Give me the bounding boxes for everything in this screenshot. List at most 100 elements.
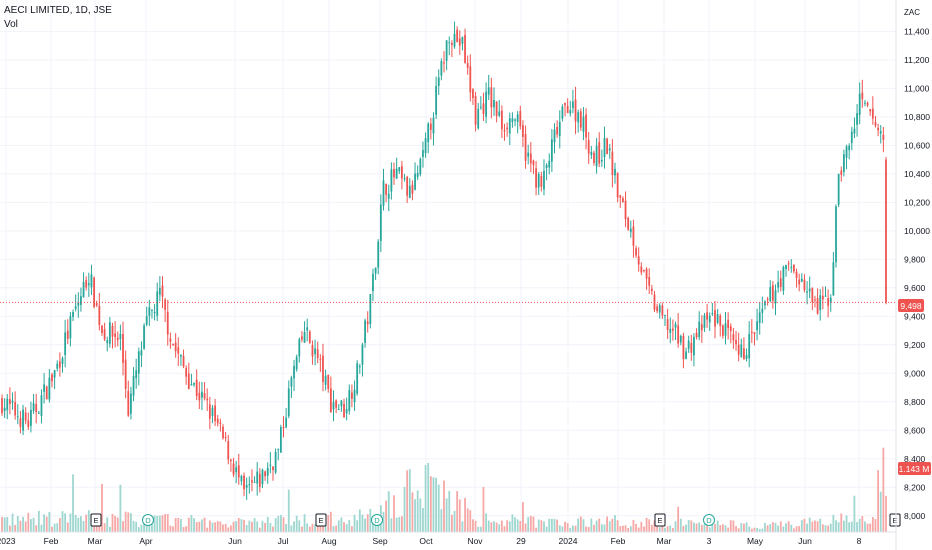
volume-bar <box>327 515 330 532</box>
volume-bar <box>219 521 222 532</box>
candle-body <box>251 480 253 483</box>
candle-body <box>748 333 751 359</box>
volume-bar <box>130 513 132 532</box>
candle-body <box>353 389 356 403</box>
earnings-marker-box <box>90 513 102 527</box>
y-tick-label: 11,200 <box>904 55 930 65</box>
y-tick-label: 9,400 <box>904 311 926 321</box>
volume-bar <box>343 522 345 532</box>
candle-body <box>253 481 256 483</box>
candle-body <box>753 332 756 335</box>
candle-body <box>403 178 406 180</box>
volume-bar <box>348 520 351 532</box>
candle-body <box>850 131 853 144</box>
candle-body <box>11 400 14 403</box>
volume-bar <box>61 511 64 532</box>
volume-bar <box>274 518 277 532</box>
candle-body <box>166 311 169 335</box>
candle-body <box>308 331 311 343</box>
candle-body <box>151 309 153 311</box>
x-tick-label: 8 <box>857 536 862 546</box>
candle-body <box>256 471 259 484</box>
candle-body <box>406 176 409 196</box>
time-axis[interactable]: 2023 Feb Mar Apr Jun Jul Aug Sep Oct Nov 29 2024 Feb… <box>0 536 862 546</box>
candle-body <box>64 332 67 356</box>
volume-bar <box>606 516 609 532</box>
volume-bar <box>800 520 803 532</box>
volume-bar <box>500 520 503 532</box>
candle-body <box>32 403 35 411</box>
candle-body <box>369 294 372 324</box>
earnings-marker-box <box>889 513 901 527</box>
candle-body <box>708 315 711 323</box>
earnings-marker[interactable]: E <box>315 513 327 527</box>
volume-bar <box>861 516 864 532</box>
candle-body <box>766 298 769 300</box>
volume-bar <box>6 517 9 532</box>
candle-body <box>540 175 543 187</box>
volume-bar <box>82 521 85 532</box>
volume-bar <box>393 495 395 532</box>
volume-bar <box>848 522 851 532</box>
volume-bar <box>527 517 530 532</box>
candle-body <box>443 62 445 64</box>
candle-body <box>90 274 93 288</box>
volume-bar <box>77 517 80 532</box>
candle-body <box>424 138 427 154</box>
dividend-marker[interactable]: D <box>703 514 715 526</box>
volume-bar <box>582 519 585 532</box>
volume-bar <box>648 519 651 532</box>
earnings-marker[interactable]: E <box>654 513 666 527</box>
candle-body <box>743 348 745 360</box>
volume-bar <box>590 518 593 532</box>
candle-body <box>229 459 232 461</box>
volume-bar <box>137 527 140 532</box>
earnings-marker[interactable]: E <box>90 513 102 527</box>
volume-bar <box>777 525 780 532</box>
candle-body <box>716 314 719 323</box>
candle-body <box>593 152 595 164</box>
y-tick-label: 8,800 <box>904 397 926 407</box>
candle-body <box>524 134 527 161</box>
volume-bar <box>732 520 735 532</box>
candle-body <box>545 164 548 169</box>
dividend-marker[interactable]: D <box>371 514 383 526</box>
volume-bar <box>682 525 685 532</box>
candle-body <box>80 296 82 305</box>
volume-bar <box>243 519 245 532</box>
candle-body <box>319 358 322 360</box>
candle-body <box>422 150 424 157</box>
dividend-marker[interactable]: D <box>142 514 154 526</box>
volume-bar <box>727 527 730 532</box>
volume-bar <box>561 526 564 532</box>
candle-body <box>529 153 532 164</box>
earnings-marker[interactable]: E <box>889 513 901 527</box>
volume-bar <box>653 520 656 532</box>
candle-body <box>8 399 11 404</box>
volume-bar <box>611 518 614 532</box>
candle-body <box>843 154 845 172</box>
volume-tag: 1.143 M <box>898 462 931 475</box>
candle-body <box>156 291 159 316</box>
candle-body <box>666 319 669 330</box>
volume-bar <box>495 522 498 532</box>
volume-bar <box>193 518 195 532</box>
price-axis[interactable]: 8,000 8,200 8,400 8,600 8,800 9,000 9,200 9,400… <box>904 26 930 520</box>
candle-body <box>85 280 88 288</box>
volume-bar <box>201 519 203 532</box>
candle-body <box>806 291 808 293</box>
volume-bar <box>516 519 519 532</box>
volume-bar <box>532 516 535 532</box>
candle-body <box>101 325 103 333</box>
volume-bar <box>871 517 874 532</box>
volume-bar <box>448 490 451 532</box>
volume-bar <box>774 522 777 532</box>
volume-bar <box>600 524 603 532</box>
candle-body <box>793 264 795 272</box>
candle-body <box>435 86 438 115</box>
x-tick-label: May <box>747 536 764 546</box>
volume-bar <box>40 524 43 532</box>
volume-bar <box>229 525 232 532</box>
candle-body <box>27 420 30 427</box>
